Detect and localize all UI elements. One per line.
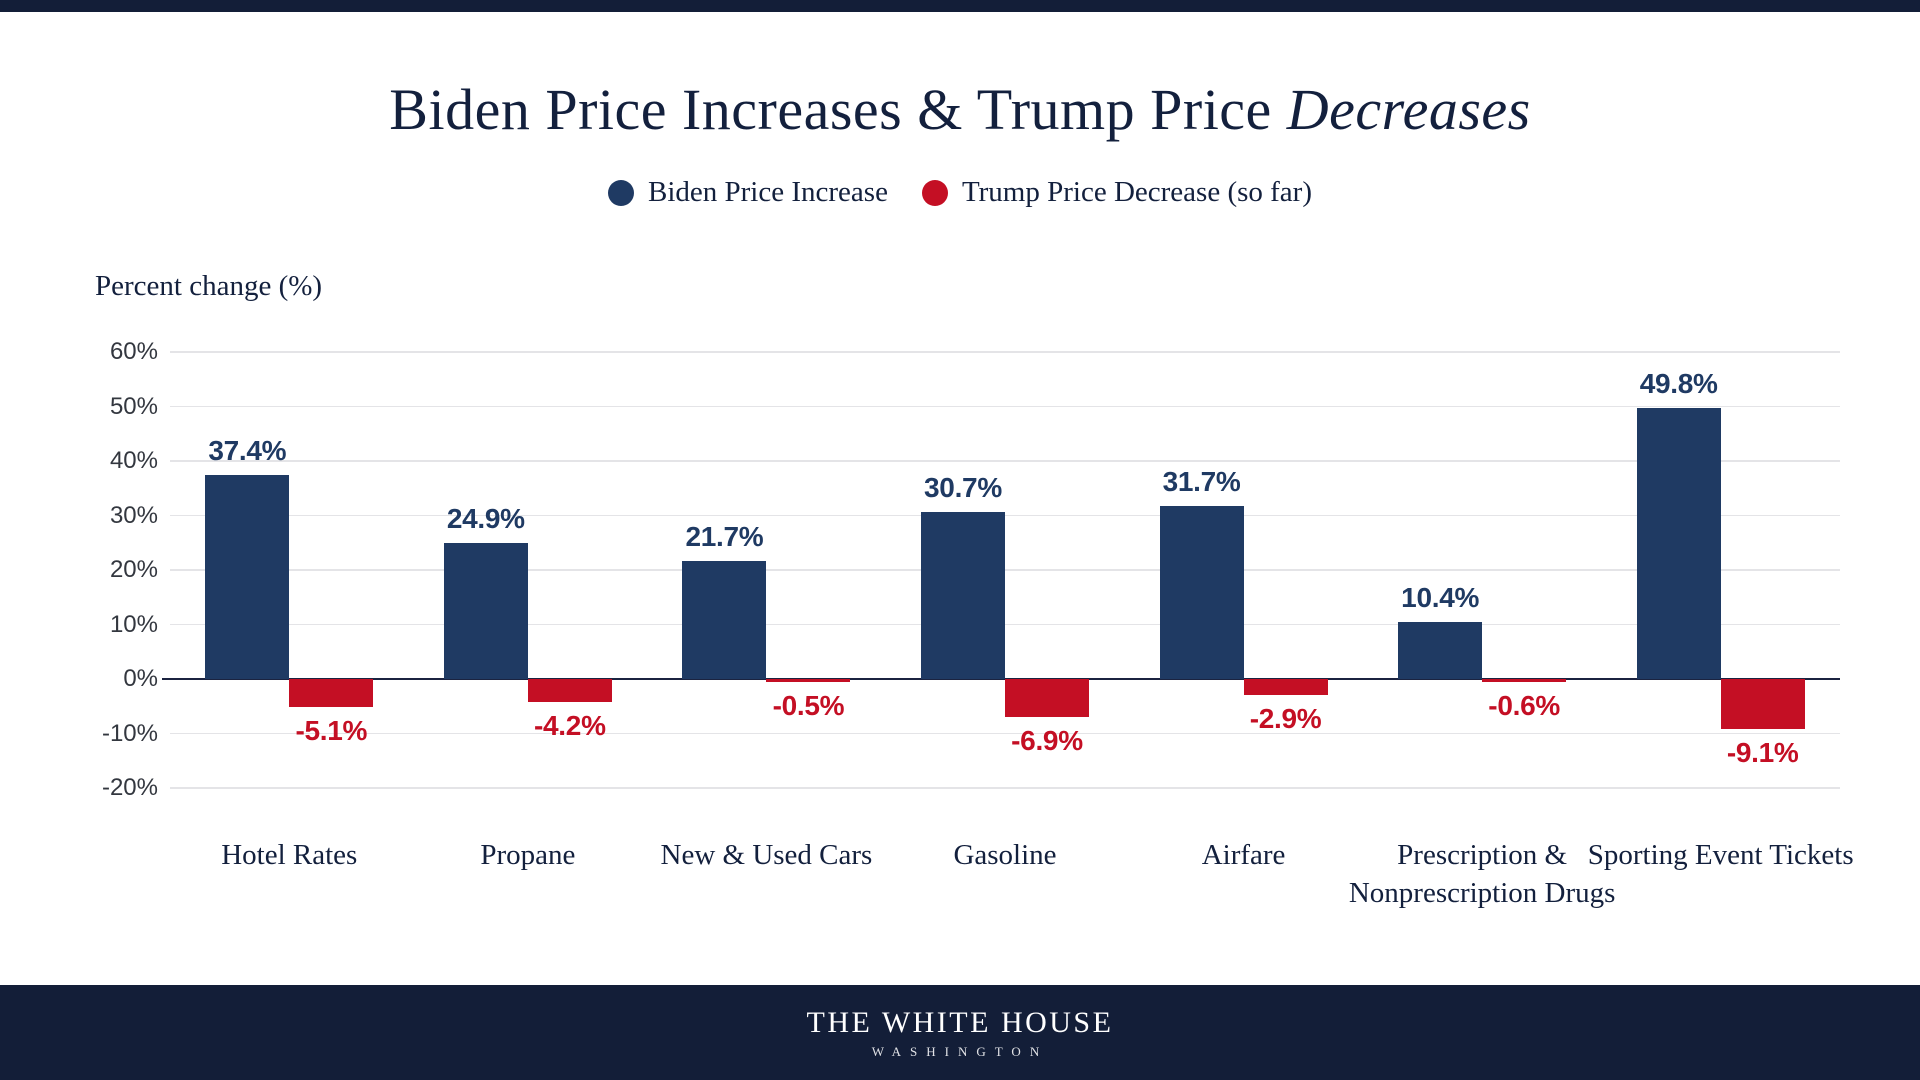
trump-bar: [766, 679, 851, 682]
trump-bar: [1004, 679, 1089, 717]
biden-bar: [1159, 506, 1244, 679]
chart-title-regular: Biden Price Increases & Trump Price: [389, 77, 1287, 142]
y-tick-label: 50%: [109, 392, 158, 420]
trump-bar: [527, 679, 612, 702]
biden-value-label: 30.7%: [924, 471, 1002, 503]
biden-bar: [920, 511, 1005, 679]
category-label: Prescription & Nonprescription Drugs: [1348, 839, 1616, 909]
biden-bar: [443, 543, 528, 679]
y-tick-label: 10%: [109, 610, 158, 638]
gridline: [170, 569, 1840, 571]
gridline: [170, 623, 1840, 626]
bar-group: 49.8% -9.1%: [1601, 352, 1840, 789]
plot-area: 37.4% -5.1% 24.9% -4.2% 21.7% -0.5% 30.7% -6.9%…: [162, 351, 1840, 789]
trump-bar: [1720, 679, 1805, 729]
biden-value-label: 24.9%: [446, 503, 525, 535]
biden-bar: [682, 560, 767, 679]
y-tick-label: 60%: [109, 338, 158, 365]
trump-bar: [1243, 679, 1328, 695]
chart-title-italic: Decreases: [1286, 77, 1531, 142]
legend-item-trump: Trump Price Decrease (so far): [921, 176, 1312, 209]
trump-value-label: -4.2%: [534, 709, 606, 741]
trump-legend-dot-icon: [921, 179, 948, 206]
legend-item-biden: Biden Price Increase: [608, 176, 888, 209]
y-tick-label: 40%: [109, 447, 158, 474]
footer-wordmark: THE WHITE HOUSE: [806, 1005, 1114, 1039]
bar-group: 31.7% -2.9%: [1124, 352, 1363, 789]
legend: Biden Price Increase Trump Price Decreas…: [0, 176, 1920, 209]
biden-bar: [1398, 622, 1483, 679]
gridline: [170, 460, 1840, 462]
category-label: Airfare: [1201, 839, 1286, 871]
gridline: [170, 732, 1840, 735]
bar-group: 24.9% -4.2%: [409, 352, 648, 789]
biden-value-label: 10.4%: [1401, 582, 1480, 614]
y-tick-label: -20%: [101, 774, 158, 801]
category-label: New & Used Cars: [660, 839, 873, 871]
trump-value-label: -0.5%: [772, 689, 845, 721]
y-tick-label: 20%: [109, 556, 158, 583]
trump-value-label: -5.1%: [295, 714, 368, 746]
footer-washington: WASHINGTON: [871, 1043, 1049, 1059]
top-accent-bar: [0, 0, 1920, 12]
category-label: Sporting Event Tickets: [1587, 839, 1854, 871]
trump-value-label: -6.9%: [1011, 724, 1083, 756]
biden-value-label: 31.7%: [1162, 466, 1241, 498]
category-label: Propane: [480, 839, 576, 871]
gridline: [170, 787, 1840, 789]
bar-group: 30.7% -6.9%: [886, 352, 1125, 789]
category-label: Gasoline: [953, 839, 1057, 871]
trump-value-label: -0.6%: [1488, 690, 1560, 722]
footer-banner: THE WHITE HOUSE WASHINGTON: [0, 985, 1920, 1080]
chart-title: Biden Price Increases & Trump Price Decr…: [0, 76, 1920, 143]
y-tick-label: 0%: [123, 665, 158, 692]
gridline: [170, 514, 1840, 517]
trump-bar: [1482, 679, 1567, 683]
gridline: [170, 351, 1840, 353]
bar-group: 37.4% -5.1%: [170, 352, 409, 789]
biden-legend-label: Biden Price Increase: [648, 176, 888, 208]
bar-group: 10.4% -0.6%: [1363, 352, 1602, 789]
gridline: [170, 405, 1840, 408]
y-tick-label: 30%: [109, 501, 158, 529]
biden-value-label: 37.4%: [208, 435, 287, 467]
trump-value-label: -9.1%: [1726, 736, 1799, 768]
biden-value-label: 49.8%: [1639, 367, 1718, 399]
trump-bar: [289, 679, 374, 707]
x-axis-line: [162, 677, 1840, 681]
bar-group: 21.7% -0.5%: [647, 352, 886, 789]
biden-value-label: 21.7%: [685, 520, 764, 552]
trump-value-label: -2.9%: [1249, 702, 1322, 734]
biden-legend-dot-icon: [608, 179, 634, 206]
y-axis-title: Percent change (%): [95, 270, 323, 302]
biden-bar: [1636, 407, 1721, 679]
trump-legend-label: Trump Price Decrease (so far): [961, 176, 1312, 208]
biden-bar: [205, 475, 290, 679]
category-labels: Hotel Rates Propane New & Used Cars Gasolin…: [170, 836, 1853, 946]
y-tick-label: -10%: [101, 719, 158, 747]
category-label: Hotel Rates: [221, 839, 358, 871]
